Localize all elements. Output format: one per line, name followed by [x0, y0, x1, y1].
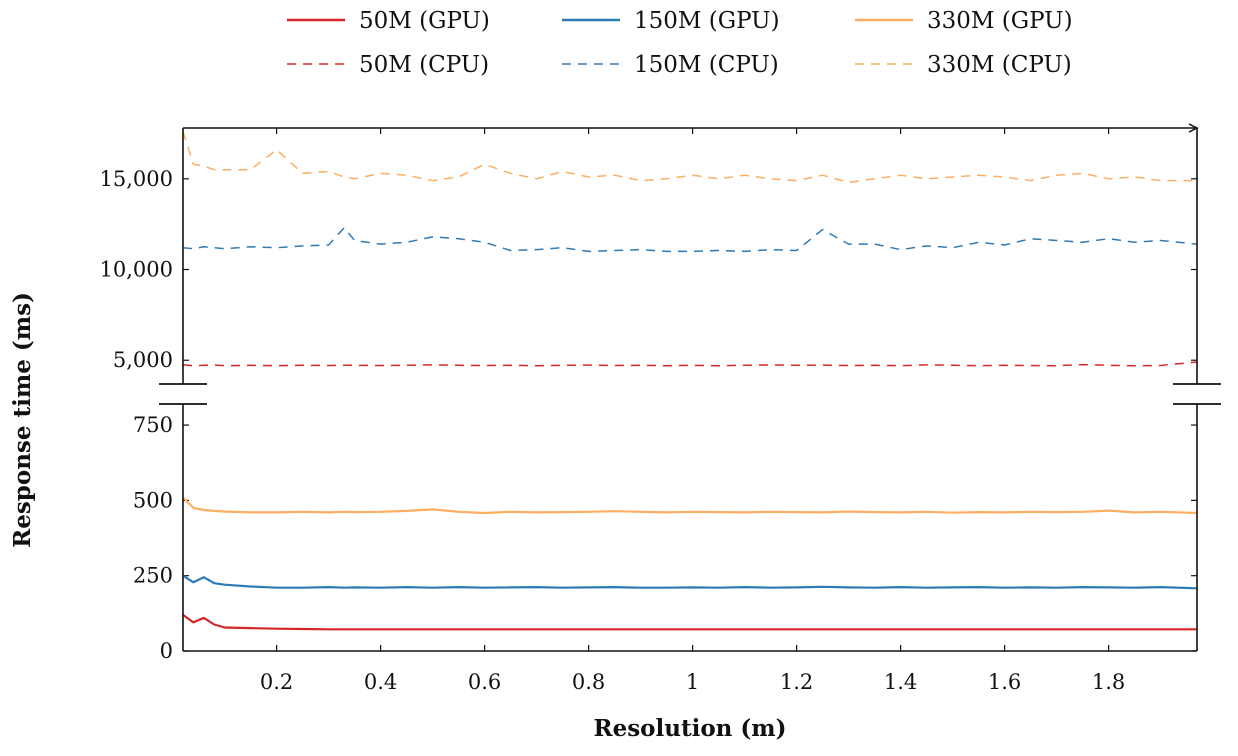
tick-labels: 0.2 0.4 0.6 0.8 1 1.2 1.4 1.6 1.8 0 250 500 750 5,000…: [100, 167, 1126, 694]
y-tick-label: 15,000: [100, 167, 173, 191]
series-line-150m-gpu: [182, 574, 1198, 590]
x-axis-label: Resolution (m): [593, 715, 786, 742]
legend-label-330m-cpu: 330M (CPU): [927, 52, 1072, 78]
y-tick-label: 0: [160, 639, 173, 663]
x-tick-label: 0.2: [260, 670, 293, 694]
legend-label-50m-gpu: 50M (GPU): [359, 8, 490, 34]
legend: 50M (GPU) 150M (GPU) 330M (GPU) 50M (CPU) 15…: [287, 8, 1073, 78]
series-layer: [182, 131, 1198, 631]
x-tick-label: 0.6: [468, 670, 501, 694]
legend-label-330m-gpu: 330M (GPU): [927, 8, 1073, 34]
axis-ticks: [183, 128, 1197, 652]
y-tick-label: 750: [133, 413, 173, 437]
series-line-50m-cpu: [182, 361, 1198, 367]
x-tick-label: 1.8: [1092, 670, 1125, 694]
series-line-330m-cpu: [182, 131, 1197, 184]
plot-frame: [159, 123, 1221, 652]
y-axis-label: Response time (ms): [9, 292, 36, 548]
x-tick-label: 1: [686, 670, 699, 694]
y-tick-label: 5,000: [113, 348, 173, 372]
x-tick-label: 0.4: [364, 670, 397, 694]
y-tick-label: 250: [133, 564, 173, 588]
legend-label-150m-cpu: 150M (CPU): [634, 52, 779, 78]
x-tick-label: 0.8: [572, 670, 605, 694]
series-line-330m-gpu: [182, 496, 1198, 515]
x-tick-label: 1.2: [780, 670, 813, 694]
y-tick-label: 10,000: [100, 258, 173, 282]
x-tick-label: 1.6: [988, 670, 1021, 694]
series-line-150m-cpu: [182, 227, 1198, 253]
y-tick-label: 500: [133, 488, 173, 512]
series-line-50m-gpu: [182, 614, 1197, 631]
x-tick-label: 1.4: [884, 670, 917, 694]
legend-label-150m-gpu: 150M (GPU): [634, 8, 780, 34]
legend-label-50m-cpu: 50M (CPU): [359, 52, 489, 78]
